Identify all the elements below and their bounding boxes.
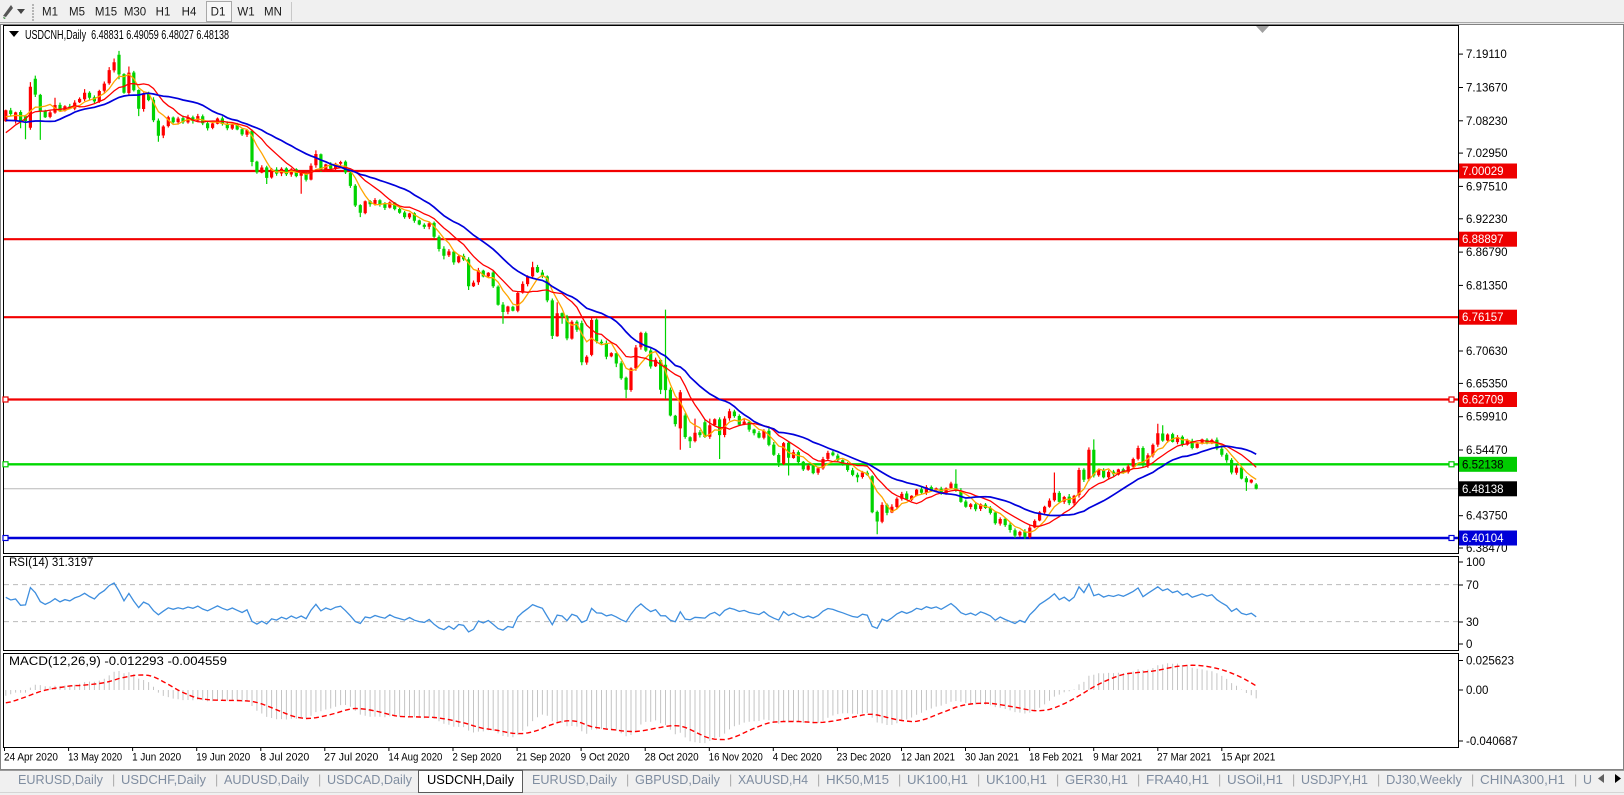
svg-text:27 Jul 2020: 27 Jul 2020: [324, 752, 378, 764]
svg-text:RSI(14) 31.3197: RSI(14) 31.3197: [9, 557, 93, 569]
svg-text:9 Oct 2020: 9 Oct 2020: [581, 752, 630, 764]
svg-text:M30: M30: [124, 7, 146, 19]
svg-text:6.97510: 6.97510: [1466, 181, 1508, 193]
svg-text:7.02950: 7.02950: [1466, 148, 1508, 160]
svg-text:|: |: [729, 773, 732, 787]
svg-text:6.62709: 6.62709: [1462, 395, 1504, 407]
svg-text:USDCAD,Daily: USDCAD,Daily: [327, 773, 413, 787]
svg-text:6.70630: 6.70630: [1466, 346, 1508, 358]
svg-text:6.59910: 6.59910: [1466, 412, 1508, 424]
svg-text:EURUSD,Daily: EURUSD,Daily: [18, 773, 104, 787]
svg-text:U: U: [1583, 773, 1592, 787]
svg-text:MACD(12,26,9) -0.012293 -0.004: MACD(12,26,9) -0.012293 -0.004559: [9, 656, 227, 668]
svg-text:M1: M1: [42, 7, 58, 19]
svg-text:|: |: [1137, 773, 1140, 787]
svg-text:0.00: 0.00: [1466, 685, 1488, 697]
svg-text:6.52138: 6.52138: [1462, 459, 1504, 471]
svg-text:|: |: [1218, 773, 1221, 787]
svg-text:16 Nov 2020: 16 Nov 2020: [709, 752, 763, 764]
svg-text:6.54470: 6.54470: [1466, 445, 1508, 457]
svg-text:6.43750: 6.43750: [1466, 511, 1508, 523]
svg-text:6.92230: 6.92230: [1466, 214, 1508, 226]
svg-text:28 Oct 2020: 28 Oct 2020: [645, 752, 699, 764]
svg-text:USDCNH,Daily 6.48831 6.49059: USDCNH,Daily 6.48831 6.49059 6.48027 6.4…: [25, 28, 229, 42]
svg-text:6.48138: 6.48138: [1462, 484, 1504, 496]
svg-text:FRA40,H1: FRA40,H1: [1146, 773, 1209, 787]
svg-text:0: 0: [1466, 639, 1472, 651]
svg-text:USDCNH,Daily: USDCNH,Daily: [427, 773, 515, 787]
svg-text:USDCHF,Daily: USDCHF,Daily: [121, 773, 207, 787]
svg-text:70: 70: [1466, 580, 1479, 592]
svg-text:M15: M15: [95, 7, 117, 19]
svg-text:M5: M5: [69, 7, 85, 19]
svg-text:DJ30,Weekly: DJ30,Weekly: [1386, 773, 1463, 787]
svg-text:30: 30: [1466, 617, 1479, 629]
svg-text:6.88897: 6.88897: [1462, 234, 1504, 246]
svg-text:|: |: [1471, 773, 1474, 787]
svg-text:4 Dec 2020: 4 Dec 2020: [773, 752, 822, 764]
svg-text:UK100,H1: UK100,H1: [907, 773, 968, 787]
svg-text:D1: D1: [211, 7, 226, 19]
svg-text:7.13670: 7.13670: [1466, 83, 1508, 95]
svg-text:H4: H4: [182, 7, 197, 19]
svg-text:8 Jul 2020: 8 Jul 2020: [260, 752, 309, 764]
svg-text:|: |: [1377, 773, 1380, 787]
svg-text:21 Sep 2020: 21 Sep 2020: [517, 752, 571, 764]
svg-text:100: 100: [1466, 557, 1485, 569]
svg-text:EURUSD,Daily: EURUSD,Daily: [532, 773, 618, 787]
svg-text:|: |: [1056, 773, 1059, 787]
svg-text:13 May 2020: 13 May 2020: [68, 752, 122, 764]
svg-text:9 Mar 2021: 9 Mar 2021: [1093, 752, 1142, 764]
svg-text:MN: MN: [264, 7, 282, 19]
svg-text:30 Jan 2021: 30 Jan 2021: [965, 752, 1019, 764]
svg-text:14 Aug 2020: 14 Aug 2020: [388, 752, 442, 764]
svg-text:2 Sep 2020: 2 Sep 2020: [453, 752, 502, 764]
svg-text:7.00029: 7.00029: [1462, 166, 1504, 178]
svg-text:UK100,H1: UK100,H1: [986, 773, 1047, 787]
svg-text:|: |: [112, 773, 115, 787]
svg-text:W1: W1: [237, 7, 254, 19]
svg-text:GBPUSD,Daily: GBPUSD,Daily: [635, 773, 721, 787]
svg-text:-0.040687: -0.040687: [1466, 736, 1518, 748]
svg-text:USOil,H1: USOil,H1: [1227, 773, 1283, 787]
svg-text:6.65350: 6.65350: [1466, 378, 1508, 390]
svg-text:6.40104: 6.40104: [1462, 533, 1504, 545]
svg-text:|: |: [817, 773, 820, 787]
svg-text:|: |: [898, 773, 901, 787]
svg-text:6.76157: 6.76157: [1462, 312, 1504, 324]
svg-text:CHINA300,H1: CHINA300,H1: [1480, 773, 1565, 787]
svg-text:27 Mar 2021: 27 Mar 2021: [1157, 752, 1211, 764]
svg-text:6.86790: 6.86790: [1466, 247, 1508, 259]
svg-text:HK50,M15: HK50,M15: [826, 773, 889, 787]
svg-text:|: |: [215, 773, 218, 787]
svg-text:7.08230: 7.08230: [1466, 116, 1508, 128]
svg-text:|: |: [318, 773, 321, 787]
svg-text:7.19110: 7.19110: [1466, 49, 1507, 61]
svg-text:6.81350: 6.81350: [1466, 280, 1508, 292]
svg-text:AUDUSD,Daily: AUDUSD,Daily: [224, 773, 310, 787]
svg-text:|: |: [1292, 773, 1295, 787]
svg-text:USDJPY,H1: USDJPY,H1: [1301, 773, 1368, 787]
svg-text:|: |: [977, 773, 980, 787]
svg-text:|: |: [1574, 773, 1577, 787]
svg-text:XAUUSD,H4: XAUUSD,H4: [738, 773, 808, 787]
svg-text:15 Apr 2021: 15 Apr 2021: [1221, 752, 1275, 764]
svg-text:GER30,H1: GER30,H1: [1065, 773, 1128, 787]
svg-text:6.38470: 6.38470: [1466, 543, 1508, 555]
svg-text:24 Apr 2020: 24 Apr 2020: [4, 752, 58, 764]
svg-text:18 Feb 2021: 18 Feb 2021: [1029, 752, 1083, 764]
svg-text:0.025623: 0.025623: [1466, 656, 1514, 668]
svg-text:|: |: [626, 773, 629, 787]
svg-text:23 Dec 2020: 23 Dec 2020: [837, 752, 891, 764]
svg-text:H1: H1: [156, 7, 171, 19]
svg-text:1 Jun 2020: 1 Jun 2020: [132, 752, 181, 764]
svg-text:19 Jun 2020: 19 Jun 2020: [196, 752, 250, 764]
svg-text:12 Jan 2021: 12 Jan 2021: [901, 752, 955, 764]
